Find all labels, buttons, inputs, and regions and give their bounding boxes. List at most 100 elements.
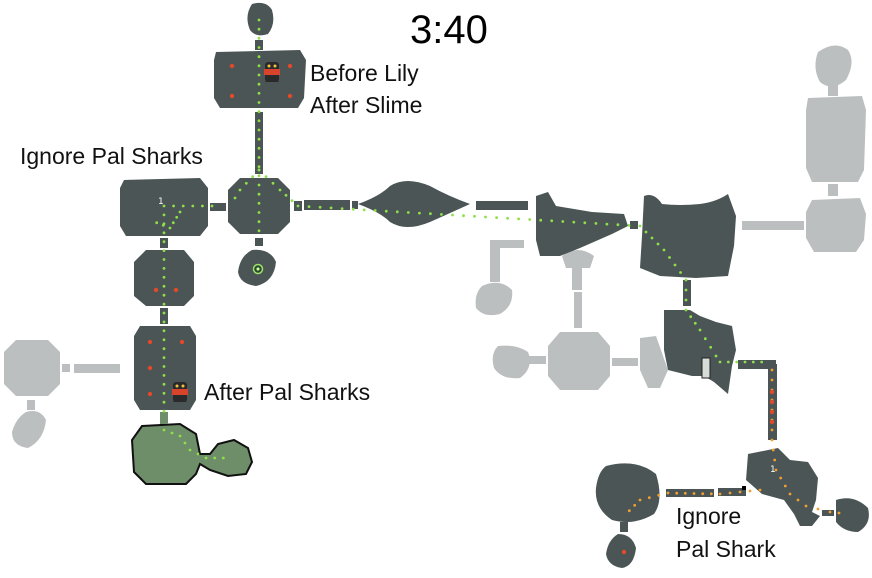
route-dot <box>162 365 166 368</box>
corridor-door-right <box>738 360 776 369</box>
route-dot <box>783 484 787 488</box>
route-dot <box>175 215 179 219</box>
room-unexplored-far-left-bottom <box>12 411 46 448</box>
room-bottom-left <box>595 463 660 522</box>
route-dot <box>773 458 777 462</box>
route-dot <box>307 205 311 209</box>
route-dot <box>770 368 774 372</box>
route-dot <box>162 382 166 386</box>
room-current <box>130 422 254 485</box>
route-dot <box>644 230 648 234</box>
route-dot <box>351 207 355 211</box>
route-dot <box>329 206 333 210</box>
route-dot <box>257 73 261 77</box>
route-dot <box>698 328 702 332</box>
route-dot <box>684 308 688 312</box>
room-lens <box>358 181 470 227</box>
current-room <box>130 412 254 485</box>
route-dot <box>155 221 159 225</box>
route-dot <box>257 55 261 59</box>
route-dot <box>647 496 651 500</box>
label-after-pal-sharks: After Pal Sharks <box>204 379 371 405</box>
route-dot <box>171 221 175 225</box>
corridor-bottom-mid-2 <box>718 488 746 496</box>
room-unexplored-small-left <box>475 282 513 316</box>
unexplored-rooms <box>4 45 866 448</box>
route-dot <box>162 204 166 208</box>
enemy-marker <box>179 339 185 345</box>
route-dot <box>257 101 261 104</box>
corridor-east-2 <box>304 200 350 210</box>
route-dot <box>804 504 808 508</box>
route-dot <box>238 188 242 192</box>
route-dot <box>770 428 774 432</box>
route-dot <box>296 204 300 208</box>
route-dot <box>627 224 631 227</box>
route-dot <box>284 193 288 197</box>
route-dot <box>561 220 565 223</box>
save-point-icon <box>252 263 264 275</box>
route-dot <box>738 490 742 494</box>
route-dot <box>679 271 682 274</box>
route-dot <box>572 220 576 224</box>
route-dot <box>188 448 192 452</box>
route-dot <box>728 491 732 495</box>
route-dot <box>162 329 166 333</box>
route-dot <box>709 345 713 349</box>
route-dot <box>684 298 688 302</box>
route-dot <box>675 491 679 495</box>
route-dot <box>257 91 261 95</box>
route-dot <box>257 220 261 224</box>
corridor-left-down-2 <box>160 308 168 324</box>
route-dot <box>539 218 543 222</box>
route-dot <box>517 217 520 221</box>
corridor-unexplored-center-left <box>526 356 546 364</box>
room-unexplored-right-lower <box>806 198 866 252</box>
route-dot <box>257 229 261 233</box>
route-dot <box>788 492 792 496</box>
corridor-unexplored-right-1 <box>828 84 838 96</box>
enemy-markers <box>147 63 775 555</box>
route-dot <box>714 354 718 358</box>
corridor-unexplored-far-left <box>62 364 70 372</box>
route-dot <box>257 174 261 178</box>
route-dot <box>638 224 642 228</box>
route-dot <box>196 452 200 456</box>
route-dot <box>233 196 237 200</box>
enemy-marker <box>769 389 775 395</box>
route-dot <box>221 456 225 460</box>
route-dot <box>650 236 654 240</box>
route-dot <box>662 248 666 252</box>
route-dot <box>264 175 268 179</box>
route-dot <box>201 204 204 208</box>
route-dot <box>668 256 671 259</box>
route-dot <box>162 311 166 315</box>
room-unexplored-center-round <box>548 332 610 390</box>
corridor-unexplored-bell-stem <box>574 292 582 328</box>
room-unexplored-small-wedge <box>492 345 530 379</box>
player-marker <box>742 486 746 490</box>
route-dot <box>162 231 166 235</box>
route-dot <box>689 315 693 319</box>
route-dot <box>162 293 166 297</box>
route-dot <box>528 218 532 221</box>
route-dot <box>703 337 707 341</box>
corridor-wave-down <box>683 280 691 306</box>
corridor-unexplored-right-3 <box>742 221 804 230</box>
route-dot <box>257 201 261 205</box>
route-dot <box>616 223 620 227</box>
room-unexplored-sliver <box>640 336 668 388</box>
route-dot <box>657 493 661 497</box>
split-timer: 3:40 <box>410 8 488 52</box>
route-dot <box>506 216 509 220</box>
label-ignore: Ignore <box>676 503 742 529</box>
route-dot <box>656 242 660 246</box>
route-dot <box>257 156 261 159</box>
route-dot <box>162 409 166 413</box>
route-dot <box>162 356 166 359</box>
route-dot <box>257 36 261 40</box>
enemy-marker <box>769 399 775 405</box>
corridor-current-up <box>160 412 168 424</box>
room-number-right: 1 <box>770 465 776 475</box>
